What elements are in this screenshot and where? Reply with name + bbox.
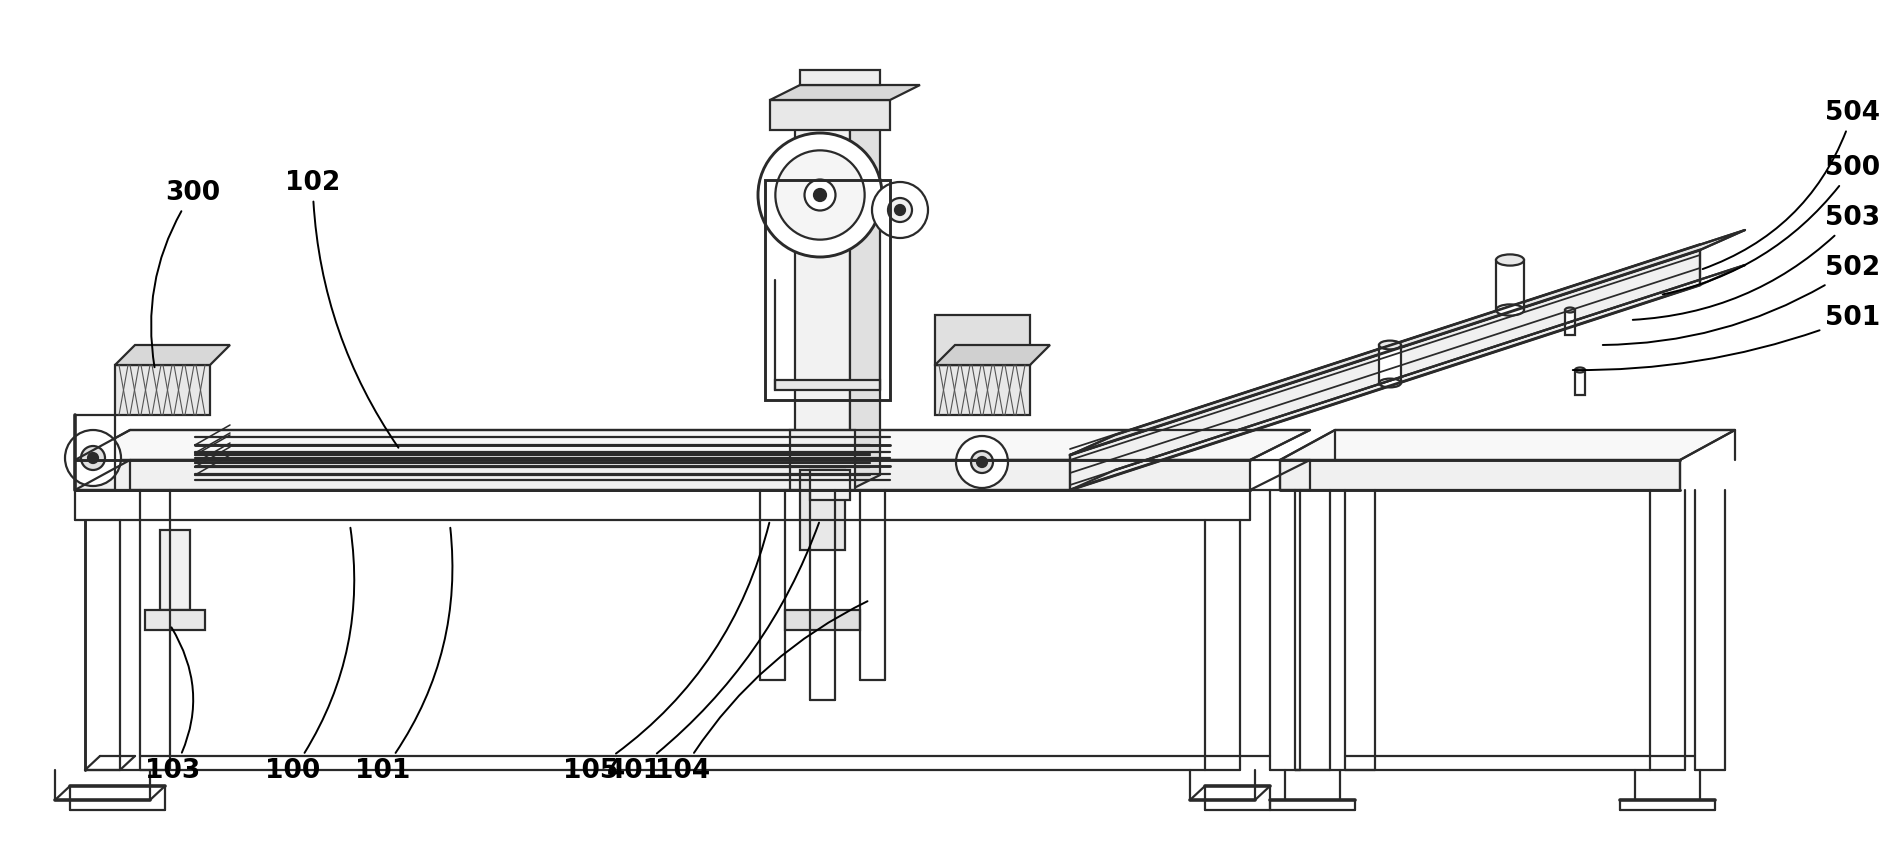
Circle shape <box>977 457 986 467</box>
Polygon shape <box>76 460 1249 490</box>
Text: 504: 504 <box>1702 100 1880 269</box>
Polygon shape <box>76 430 1310 460</box>
Circle shape <box>873 182 928 238</box>
Bar <box>801 70 880 85</box>
Bar <box>774 380 880 390</box>
Bar <box>935 315 1030 365</box>
Ellipse shape <box>1378 379 1401 387</box>
Bar <box>1566 310 1575 335</box>
Ellipse shape <box>1575 368 1584 373</box>
Polygon shape <box>1070 230 1745 455</box>
Circle shape <box>971 451 994 473</box>
Text: 501: 501 <box>1573 305 1880 370</box>
Bar <box>1378 345 1401 383</box>
Text: 102: 102 <box>286 170 398 448</box>
Polygon shape <box>1280 430 1736 460</box>
Bar <box>786 610 859 630</box>
Circle shape <box>888 198 912 222</box>
Polygon shape <box>1280 460 1679 490</box>
Circle shape <box>895 205 905 215</box>
Bar <box>801 470 844 550</box>
Bar <box>935 365 1030 415</box>
Bar <box>1495 260 1524 310</box>
Bar <box>810 470 850 500</box>
Text: 401: 401 <box>608 522 820 784</box>
Polygon shape <box>1070 250 1700 490</box>
Polygon shape <box>115 345 231 365</box>
Circle shape <box>64 430 121 486</box>
Circle shape <box>87 453 98 463</box>
Circle shape <box>776 150 865 240</box>
Text: 300: 300 <box>151 180 220 368</box>
Bar <box>161 530 189 610</box>
Circle shape <box>757 133 882 257</box>
Polygon shape <box>770 85 920 100</box>
Circle shape <box>814 189 825 201</box>
Text: 103: 103 <box>146 627 201 784</box>
Text: 101: 101 <box>356 527 452 784</box>
Bar <box>789 430 856 490</box>
Bar <box>765 180 890 400</box>
Text: 100: 100 <box>265 527 354 784</box>
Bar <box>795 120 850 490</box>
Text: 502: 502 <box>1603 255 1880 345</box>
Text: 503: 503 <box>1634 205 1880 320</box>
Circle shape <box>956 436 1007 488</box>
Circle shape <box>805 180 835 210</box>
Bar <box>146 610 204 630</box>
Ellipse shape <box>1378 341 1401 350</box>
Ellipse shape <box>1566 308 1575 313</box>
Ellipse shape <box>1495 254 1524 265</box>
Ellipse shape <box>1495 304 1524 315</box>
Text: 104: 104 <box>655 601 867 784</box>
Polygon shape <box>850 105 880 490</box>
Circle shape <box>81 446 104 470</box>
Bar <box>770 100 890 130</box>
Bar <box>1575 370 1584 395</box>
Text: 105: 105 <box>562 522 769 784</box>
Polygon shape <box>935 345 1051 365</box>
Bar <box>115 365 210 415</box>
Text: 500: 500 <box>1662 155 1880 295</box>
